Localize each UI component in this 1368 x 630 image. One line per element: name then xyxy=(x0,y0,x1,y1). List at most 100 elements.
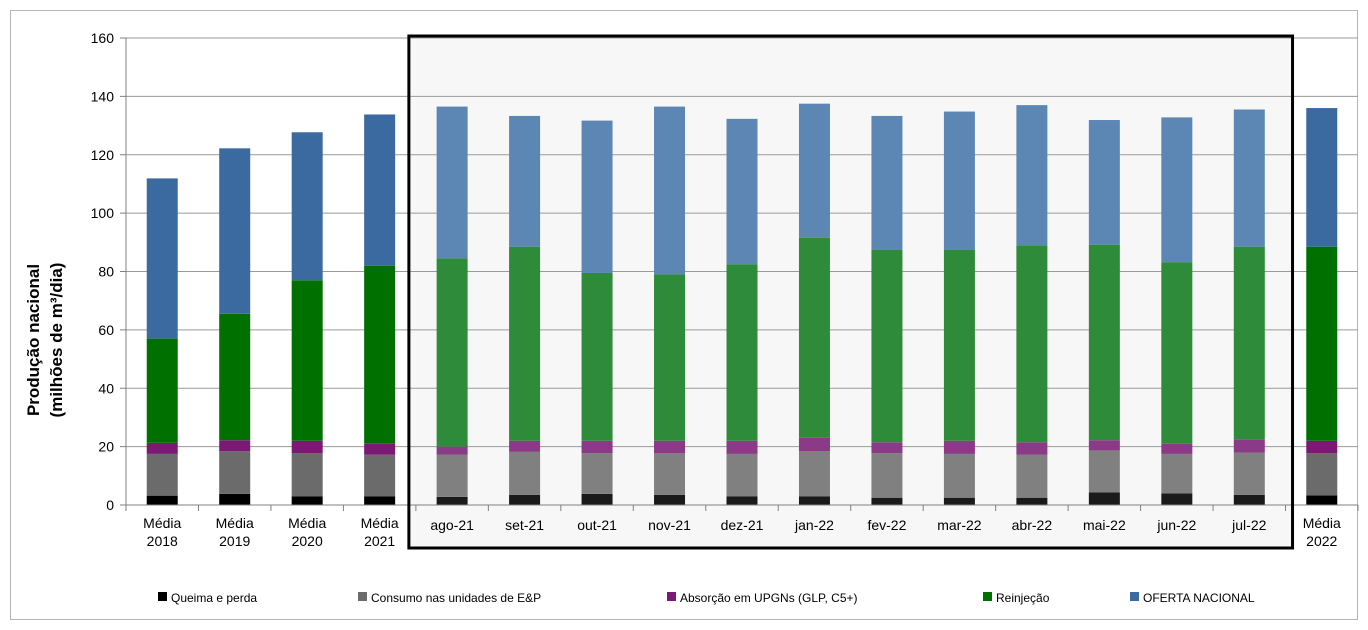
legend-swatch-2 xyxy=(667,592,676,601)
y-tick-label-80: 80 xyxy=(98,264,114,280)
bar-4-0 xyxy=(146,178,178,339)
bar-0-14 xyxy=(1161,493,1193,505)
y-tick-label-60: 60 xyxy=(98,322,114,338)
x-tick-label-11-0: mar-22 xyxy=(937,517,982,533)
bar-2-5 xyxy=(509,440,541,452)
bar-0-12 xyxy=(1016,497,1048,505)
x-tick-label-3-0: Média xyxy=(361,515,399,531)
bar-4-9 xyxy=(798,103,830,238)
y-tick-label-140: 140 xyxy=(91,88,115,104)
bar-4-4 xyxy=(436,106,468,259)
bar-2-8 xyxy=(726,440,758,454)
bar-0-6 xyxy=(581,493,613,505)
bar-1-13 xyxy=(1088,450,1120,493)
x-tick-label-7-0: nov-21 xyxy=(648,517,691,533)
bar-2-14 xyxy=(1161,443,1193,454)
bar-2-6 xyxy=(581,440,613,454)
x-tick-label-10-0: fev-22 xyxy=(867,517,906,533)
bar-2-1 xyxy=(219,440,251,452)
bar-4-6 xyxy=(581,120,613,273)
bar-3-15 xyxy=(1233,246,1265,440)
bar-4-11 xyxy=(943,111,975,250)
bar-1-10 xyxy=(871,453,903,498)
bar-0-1 xyxy=(219,493,251,505)
bar-4-7 xyxy=(654,106,686,275)
x-tick-label-8-0: dez-21 xyxy=(721,517,764,533)
x-tick-label-14-0: jun-22 xyxy=(1156,517,1196,533)
bar-2-7 xyxy=(654,440,686,454)
bar-0-5 xyxy=(509,494,541,505)
x-tick-label-12-0: abr-22 xyxy=(1012,517,1053,533)
legend-swatch-0 xyxy=(158,592,167,601)
legend-label-2: Absorção em UPGNs (GLP, C5+) xyxy=(680,591,858,605)
x-tick-label-9-0: jan-22 xyxy=(794,517,834,533)
y-axis-label-line2: (milhões de m³/dia) xyxy=(47,263,66,418)
bar-2-11 xyxy=(943,440,975,454)
bar-3-1 xyxy=(219,313,251,441)
legend-label-3: Reinjeção xyxy=(996,591,1050,605)
x-tick-label-4-0: ago-21 xyxy=(430,517,474,533)
bar-1-16 xyxy=(1306,453,1338,496)
bar-1-6 xyxy=(581,453,613,494)
bar-2-15 xyxy=(1233,439,1265,453)
bar-2-10 xyxy=(871,442,903,454)
bar-1-4 xyxy=(436,454,468,497)
bar-1-1 xyxy=(219,451,251,494)
bar-4-5 xyxy=(509,115,541,247)
x-tick-label-2-1: 2020 xyxy=(292,533,323,549)
y-tick-label-20: 20 xyxy=(98,439,114,455)
bar-4-16 xyxy=(1306,108,1338,247)
bar-1-5 xyxy=(509,451,541,495)
bar-1-14 xyxy=(1161,453,1193,494)
x-tick-label-15-0: jul-22 xyxy=(1231,517,1266,533)
bar-1-0 xyxy=(146,453,178,496)
bar-0-2 xyxy=(291,496,323,505)
x-tick-label-5-0: set-21 xyxy=(505,517,544,533)
x-tick-label-3-1: 2021 xyxy=(364,533,395,549)
bar-3-16 xyxy=(1306,246,1338,441)
bar-3-2 xyxy=(291,280,323,441)
bar-3-9 xyxy=(798,237,830,438)
y-tick-label-160: 160 xyxy=(91,30,115,46)
y-tick-label-120: 120 xyxy=(91,147,115,163)
legend-label-1: Consumo nas unidades de E&P xyxy=(371,591,541,605)
bar-3-7 xyxy=(654,274,686,441)
legend-swatch-1 xyxy=(358,592,367,601)
bar-3-3 xyxy=(364,265,396,444)
highlight-box-fill xyxy=(408,36,1293,548)
bar-3-8 xyxy=(726,264,758,441)
bar-4-8 xyxy=(726,118,758,265)
bar-0-10 xyxy=(871,497,903,505)
legend-label-4: OFERTA NACIONAL xyxy=(1143,591,1255,605)
bar-2-9 xyxy=(798,437,830,452)
bar-1-2 xyxy=(291,453,323,497)
x-tick-label-6-0: out-21 xyxy=(577,517,617,533)
bar-4-15 xyxy=(1233,109,1265,247)
bar-3-4 xyxy=(436,258,468,447)
bar-3-14 xyxy=(1161,262,1193,444)
bar-1-3 xyxy=(364,454,396,497)
bar-0-0 xyxy=(146,495,178,505)
bar-2-4 xyxy=(436,446,468,455)
bar-1-12 xyxy=(1016,454,1048,498)
bar-2-16 xyxy=(1306,440,1338,454)
bar-3-6 xyxy=(581,272,613,441)
legend-label-0: Queima e perda xyxy=(171,591,257,605)
bar-4-1 xyxy=(219,148,251,314)
bar-3-13 xyxy=(1088,244,1120,441)
bar-3-0 xyxy=(146,338,178,443)
x-tick-label-16-0: Média xyxy=(1303,515,1341,531)
bar-3-11 xyxy=(943,249,975,441)
y-tick-label-100: 100 xyxy=(91,205,115,221)
bar-3-5 xyxy=(509,246,541,441)
bar-4-10 xyxy=(871,115,903,250)
bar-1-11 xyxy=(943,453,975,498)
legend-swatch-3 xyxy=(983,592,992,601)
bar-0-9 xyxy=(798,496,830,505)
bar-0-8 xyxy=(726,496,758,505)
bar-2-13 xyxy=(1088,440,1120,451)
bar-3-10 xyxy=(871,249,903,443)
x-tick-label-1-0: Média xyxy=(216,515,254,531)
bar-0-7 xyxy=(654,494,686,505)
